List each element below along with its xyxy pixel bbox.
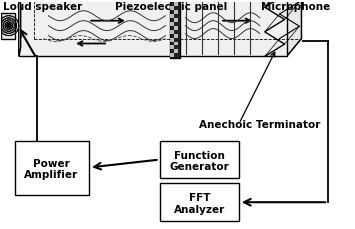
Bar: [1, 13, 15, 38]
Bar: [170, 6, 174, 10]
Text: Microphone: Microphone: [261, 2, 330, 12]
Text: Piezoelectric panel: Piezoelectric panel: [115, 2, 227, 12]
Bar: [159, 183, 239, 221]
Polygon shape: [19, 0, 286, 56]
Bar: [15, 141, 89, 195]
Bar: [170, 22, 174, 26]
Bar: [174, 34, 179, 38]
Bar: [174, 41, 179, 46]
Text: Power
Amplifier: Power Amplifier: [24, 159, 78, 180]
Bar: [170, 53, 174, 57]
Bar: [159, 141, 239, 178]
Bar: [170, 14, 174, 18]
Bar: [174, 26, 179, 30]
Bar: [174, 49, 179, 53]
Bar: [170, 0, 174, 2]
Text: FFT
Analyzer: FFT Analyzer: [174, 194, 225, 215]
Bar: [174, 10, 179, 14]
Text: Anechoic Terminator: Anechoic Terminator: [199, 120, 321, 130]
Bar: [174, 18, 179, 22]
Polygon shape: [286, 0, 301, 56]
Circle shape: [8, 25, 10, 26]
Bar: [170, 30, 174, 34]
Text: Function
Generator: Function Generator: [169, 151, 229, 172]
Polygon shape: [286, 0, 301, 56]
Bar: [174, 2, 179, 6]
Text: Loud speaker: Loud speaker: [3, 2, 82, 12]
Polygon shape: [19, 0, 21, 56]
Bar: [170, 0, 180, 58]
Bar: [170, 38, 174, 41]
Bar: [170, 46, 174, 49]
